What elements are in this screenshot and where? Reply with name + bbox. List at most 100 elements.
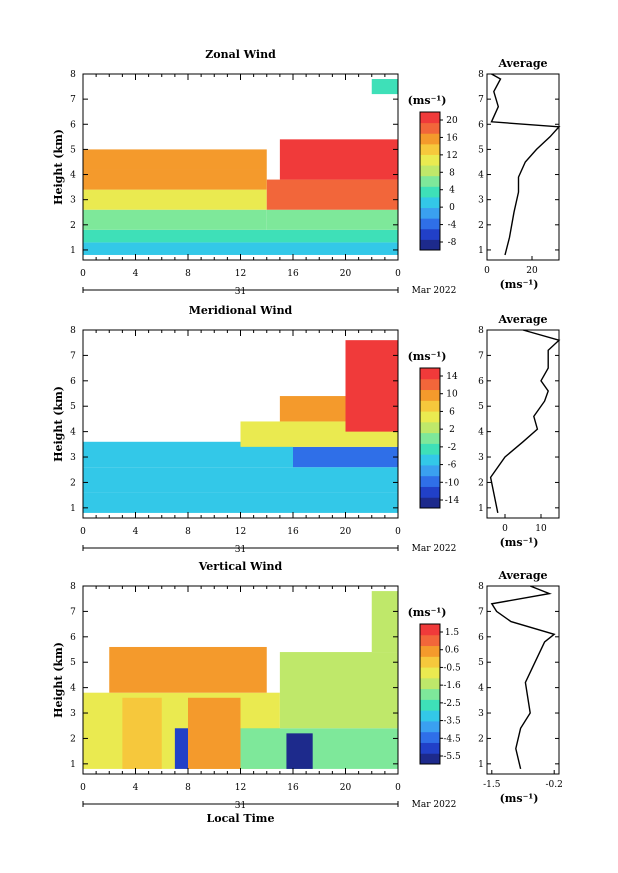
colorbar-swatch	[420, 432, 440, 444]
colorbar-tick-label: -4.5	[443, 734, 461, 744]
x-tick-label: 0	[395, 269, 401, 279]
x-tick-label: 8	[185, 269, 191, 279]
colorbar-swatch	[420, 656, 440, 668]
colorbar-tick-label: -1.6	[443, 681, 461, 691]
colorbar-swatch	[420, 378, 440, 391]
y-tick-label: 3	[70, 453, 76, 463]
x-tick-label: 8	[185, 783, 191, 793]
y-tick-label: 4	[70, 171, 76, 181]
colorbar-swatch	[420, 454, 440, 466]
y-tick-label: 5	[70, 658, 76, 668]
average-profile-line	[490, 585, 556, 770]
avg-y-tick-label: 8	[478, 326, 484, 336]
x-tick-label: 0	[395, 783, 401, 793]
data-region	[83, 242, 398, 255]
colorbar-swatch	[420, 122, 440, 134]
colorbar-tick-label: -2	[448, 443, 457, 453]
y-tick-label: 7	[70, 351, 76, 361]
data-region	[83, 149, 267, 170]
average-title: Average	[497, 313, 547, 326]
x-tick-label: 20	[340, 783, 352, 793]
data-region	[371, 591, 398, 653]
colorbar-tick-label: -3.5	[443, 717, 461, 727]
avg-y-tick-label: 3	[478, 453, 484, 463]
x-axis-label: Local Time	[207, 812, 275, 825]
colorbar-swatch	[420, 475, 440, 487]
data-region	[240, 728, 398, 769]
y-tick-label: 8	[70, 326, 76, 336]
colorbar-tick-label: -8	[448, 238, 457, 248]
x-tick-label: 0	[80, 783, 86, 793]
avg-x-tick-label: 10	[535, 524, 547, 534]
x-tick-label: 4	[133, 783, 139, 793]
colorbar-swatch	[420, 143, 440, 155]
x-tick-label: 0	[80, 527, 86, 537]
y-tick-label: 2	[70, 478, 76, 488]
avg-y-tick-label: 2	[478, 478, 484, 488]
x-tick-label: 12	[235, 783, 246, 793]
colorbar-tick-label: 0.6	[445, 646, 460, 656]
data-region	[83, 467, 398, 493]
avg-y-tick-label: 6	[478, 377, 484, 387]
y-tick-label: 5	[70, 402, 76, 412]
avg-y-tick-label: 3	[478, 709, 484, 719]
avg-y-tick-label: 6	[478, 120, 484, 130]
average-frame	[486, 73, 560, 261]
data-region	[188, 697, 241, 769]
x-tick-label: 0	[395, 527, 401, 537]
y-tick-label: 4	[70, 428, 76, 438]
colorbar-tick-label: 12	[446, 151, 457, 161]
data-region	[279, 652, 398, 729]
colorbar-swatch	[420, 154, 440, 166]
y-tick-label: 6	[70, 633, 76, 643]
colorbar-tick-label: 2	[449, 425, 455, 435]
y-tick-label: 1	[70, 760, 76, 770]
avg-y-tick-label: 7	[478, 95, 484, 105]
x-tick-label: 16	[287, 269, 299, 279]
colorbar-swatch	[420, 112, 440, 124]
y-tick-label: 2	[70, 221, 76, 231]
y-tick-label: 7	[70, 95, 76, 105]
avg-y-tick-label: 8	[478, 70, 484, 80]
x-tick-label: 20	[340, 527, 352, 537]
colorbar-tick-label: 16	[446, 133, 458, 143]
panel-title: Vertical Wind	[198, 560, 283, 573]
y-axis-label: Height (km)	[52, 386, 65, 462]
colorbar-tick-label: 8	[449, 168, 455, 178]
avg-x-tick-label: 0	[484, 266, 490, 276]
colorbar-tick-label: -5.5	[443, 752, 461, 762]
colorbar-swatch	[420, 645, 440, 657]
y-tick-label: 1	[70, 246, 76, 256]
date-label: 31	[235, 545, 246, 555]
avg-y-tick-label: 5	[478, 402, 484, 412]
average-profile-line	[489, 329, 561, 514]
colorbar-swatch	[420, 207, 440, 219]
y-axis-label: Height (km)	[52, 129, 65, 205]
month-label: Mar 2022	[412, 544, 457, 554]
x-tick-label: 12	[235, 269, 246, 279]
colorbar-tick-label: 0	[449, 203, 455, 213]
data-region	[279, 139, 398, 180]
average-unit: (ms⁻¹)	[500, 536, 539, 549]
colorbar-swatch	[420, 165, 440, 177]
colorbar-frame	[419, 367, 441, 509]
colorbar-swatch	[420, 497, 440, 509]
colorbar-tick-label: 20	[446, 116, 458, 126]
date-label: 31	[235, 287, 246, 297]
average-title: Average	[497, 569, 547, 582]
colorbar-swatch	[420, 175, 440, 187]
data-region	[286, 733, 313, 769]
colorbar-swatch	[420, 667, 440, 679]
avg-y-tick-label: 7	[478, 607, 484, 617]
colorbar-frame	[419, 623, 441, 765]
y-tick-label: 6	[70, 377, 76, 387]
data-region	[83, 189, 267, 210]
x-tick-label: 16	[287, 783, 299, 793]
x-tick-label: 20	[340, 269, 352, 279]
month-label: Mar 2022	[412, 286, 457, 296]
colorbar-tick-label: -0.5	[443, 663, 461, 673]
colorbar-tick-label: 14	[446, 372, 458, 382]
colorbar-swatch	[420, 742, 440, 754]
x-tick-label: 4	[133, 269, 139, 279]
